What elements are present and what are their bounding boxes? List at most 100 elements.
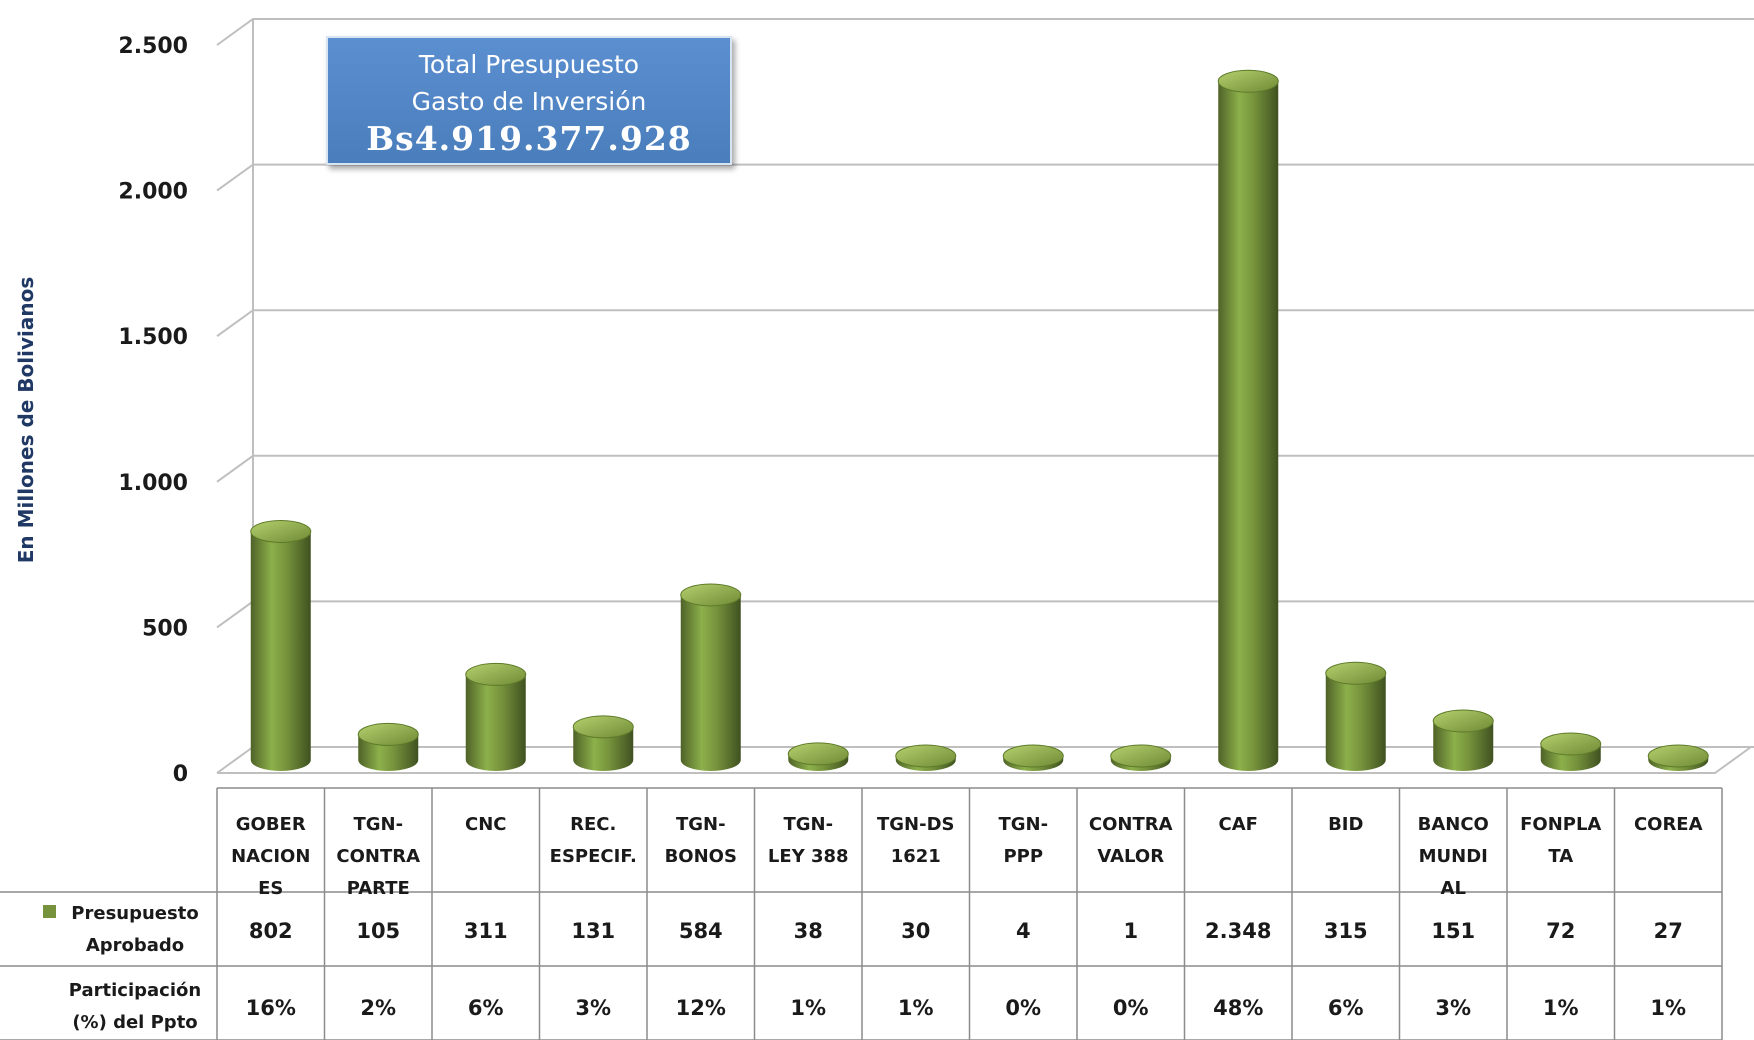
x-category-label: PPP bbox=[1003, 846, 1043, 867]
bar-cap bbox=[1432, 709, 1494, 733]
share-label: 0% bbox=[1005, 996, 1041, 1020]
share-label: 0% bbox=[1113, 996, 1149, 1020]
data-label: 584 bbox=[679, 919, 723, 943]
bar bbox=[1110, 744, 1172, 771]
bar-cap bbox=[250, 519, 312, 543]
data-label: 38 bbox=[794, 919, 823, 943]
bar-cap bbox=[1647, 744, 1709, 768]
share-label: 1% bbox=[1650, 996, 1686, 1020]
x-category-label: TGN- bbox=[998, 814, 1048, 835]
floor bbox=[217, 746, 1754, 774]
bar-cap bbox=[357, 722, 419, 746]
bar bbox=[465, 662, 527, 771]
x-category-label: GOBER bbox=[236, 814, 306, 835]
share-label: 48% bbox=[1213, 996, 1263, 1020]
x-category-label: CAF bbox=[1219, 814, 1258, 835]
gridline bbox=[216, 18, 1754, 46]
x-category-label: MUNDI bbox=[1419, 846, 1488, 867]
data-label: 1 bbox=[1123, 919, 1138, 943]
x-category-label: AL bbox=[1441, 878, 1466, 899]
x-category-label: BONOS bbox=[665, 846, 737, 867]
gridline bbox=[216, 600, 1754, 629]
data-label: 315 bbox=[1324, 919, 1368, 943]
x-category-label: LEY 388 bbox=[768, 846, 849, 867]
share-label: 1% bbox=[1543, 996, 1579, 1020]
x-category-label: TA bbox=[1548, 846, 1573, 867]
total-box-amount: Bs4.919.377.928 bbox=[366, 119, 692, 158]
x-category-label: REC. bbox=[570, 814, 616, 835]
y-tick-label: 1.500 bbox=[118, 325, 188, 350]
row-header-share: Participación bbox=[69, 980, 201, 1001]
x-category-label: COREA bbox=[1634, 814, 1703, 835]
bar-cap bbox=[680, 583, 742, 607]
gridline bbox=[216, 163, 1754, 192]
share-label: 1% bbox=[898, 996, 934, 1020]
bar bbox=[895, 744, 957, 771]
bar-cap bbox=[1540, 732, 1602, 756]
x-category-label: ES bbox=[258, 878, 283, 899]
share-label: 6% bbox=[468, 996, 504, 1020]
data-label: 30 bbox=[901, 919, 930, 943]
bar-body bbox=[465, 674, 526, 771]
x-category-label: TGN- bbox=[353, 814, 403, 835]
bar-cap bbox=[572, 715, 634, 739]
x-category-label: PARTE bbox=[347, 878, 410, 899]
row-header-share: (%) del Ppto bbox=[72, 1012, 197, 1033]
data-label: 105 bbox=[356, 919, 400, 943]
total-budget-box: Total Presupuesto Gasto de Inversión Bs4… bbox=[326, 36, 732, 165]
data-label: 802 bbox=[249, 919, 293, 943]
share-label: 6% bbox=[1328, 996, 1364, 1020]
data-label: 4 bbox=[1016, 919, 1031, 943]
x-category-label: 1621 bbox=[891, 846, 941, 867]
x-category-label: ESPECIF. bbox=[550, 846, 637, 867]
share-label: 12% bbox=[676, 996, 726, 1020]
row-header-budget: Aprobado bbox=[86, 935, 184, 956]
bar-cap bbox=[465, 662, 527, 686]
bar-cap bbox=[787, 742, 849, 766]
x-category-label: BANCO bbox=[1418, 814, 1489, 835]
total-box-line1: Total Presupuesto bbox=[418, 50, 639, 79]
data-label: 72 bbox=[1546, 919, 1575, 943]
bar bbox=[250, 519, 312, 771]
share-label: 2% bbox=[360, 996, 396, 1020]
back-wall-edge bbox=[216, 19, 254, 774]
data-table: GOBER NACION ES TGN- CONTRA PARTE CNC REC. ESPEC… bbox=[0, 787, 1723, 1040]
x-category-label: FONPLA bbox=[1520, 814, 1601, 835]
bar bbox=[1325, 661, 1387, 771]
share-label: 3% bbox=[1435, 996, 1471, 1020]
bar-body bbox=[1325, 673, 1386, 771]
y-axis: 0 500 1.000 1.500 2.000 2.500 bbox=[118, 34, 188, 787]
data-label: 151 bbox=[1431, 919, 1475, 943]
share-label: 16% bbox=[246, 996, 296, 1020]
y-tick-label: 2.500 bbox=[118, 34, 188, 59]
bar bbox=[1540, 732, 1602, 771]
gridline bbox=[216, 309, 1754, 338]
data-label: 311 bbox=[464, 919, 508, 943]
x-category-label: TGN- bbox=[783, 814, 833, 835]
bar bbox=[1647, 744, 1709, 771]
share-label: 1% bbox=[790, 996, 826, 1020]
row-header-budget: Presupuesto bbox=[71, 903, 198, 924]
bar-cap bbox=[1002, 744, 1064, 768]
bar-body bbox=[573, 726, 634, 771]
bar bbox=[1002, 744, 1064, 771]
data-label: 27 bbox=[1654, 919, 1683, 943]
bar-cap bbox=[1217, 69, 1279, 93]
bar bbox=[572, 715, 634, 771]
bar bbox=[787, 742, 849, 771]
gridline bbox=[216, 454, 1754, 483]
y-tick-label: 0 bbox=[173, 762, 188, 787]
x-category-label: TGN-DS bbox=[877, 814, 955, 835]
data-label: 2.348 bbox=[1205, 919, 1271, 943]
x-category-label: CONTRA bbox=[336, 846, 420, 867]
x-category-label: TGN- bbox=[676, 814, 726, 835]
x-category-label: VALOR bbox=[1097, 846, 1164, 867]
bar bbox=[357, 722, 419, 771]
y-tick-label: 1.000 bbox=[118, 471, 188, 496]
bar-body bbox=[1433, 721, 1494, 771]
y-tick-label: 2.000 bbox=[118, 180, 188, 205]
bar-cap bbox=[895, 744, 957, 768]
x-category-label: BID bbox=[1328, 814, 1363, 835]
bar bbox=[680, 583, 742, 771]
